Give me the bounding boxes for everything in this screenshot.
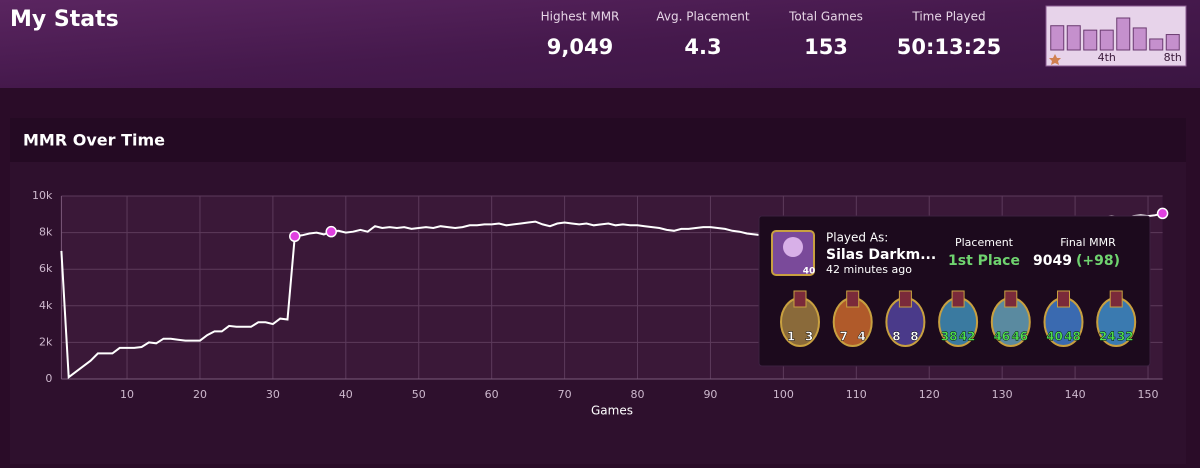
minion-attack: 40 <box>1046 330 1063 344</box>
hero-name: Silas Darkm... <box>826 247 936 263</box>
placement: 1st Place <box>948 253 1020 269</box>
x-tick-label: 40 <box>339 388 353 401</box>
minion-attack: 24 <box>1099 330 1116 344</box>
highlight-point <box>325 225 337 238</box>
tier-badge <box>1109 290 1123 308</box>
minion-health: 46 <box>1011 330 1028 344</box>
x-tick-label: 100 <box>773 388 794 401</box>
placement-bar <box>1083 29 1098 51</box>
y-tick-label: 2k <box>39 335 53 348</box>
x-tick-label: 150 <box>1138 388 1159 401</box>
y-tick-label: 4k <box>39 299 53 312</box>
stat-label: Avg. Placement <box>656 10 749 24</box>
mmr-change: (+98) <box>1076 253 1120 269</box>
stat-value: 9,049 <box>547 35 613 59</box>
tier-badge <box>1057 290 1070 308</box>
x-tick-label: 70 <box>558 388 572 401</box>
placement-bar <box>1050 25 1065 51</box>
placement-label: 8th <box>1164 51 1182 64</box>
x-tick-label: 60 <box>485 388 499 401</box>
minion-health: 4 <box>858 330 866 344</box>
tooltip: 40 Played As: Silas Darkm... 42 minutes … <box>758 215 1151 367</box>
final-mmr: 9049 <box>1033 253 1072 269</box>
stat-label: Time Played <box>911 10 985 24</box>
panel-header <box>10 118 1186 162</box>
star-icon <box>1049 54 1061 65</box>
placement-bar <box>1165 34 1180 51</box>
x-tick-label: 10 <box>120 388 134 401</box>
x-tick-label: 140 <box>1065 388 1086 401</box>
y-tick-label: 6k <box>39 262 53 275</box>
placement-bar <box>1132 27 1147 51</box>
final-mmr-label: Final MMR <box>1060 236 1116 249</box>
played-as-label: Played As: <box>826 231 888 245</box>
stat-value: 50:13:25 <box>897 35 1001 59</box>
minion-attack: 38 <box>941 330 958 344</box>
minion-health: 8 <box>910 330 918 344</box>
tier-badge <box>951 290 965 308</box>
placement-bar <box>1066 25 1081 51</box>
y-tick-label: 0 <box>45 372 52 385</box>
tier-badge <box>846 290 860 308</box>
x-tick-label: 80 <box>631 388 645 401</box>
stat-label: Total Games <box>788 10 863 24</box>
x-axis-title: Games <box>591 404 633 418</box>
minion-health: 42 <box>959 330 976 344</box>
x-tick-label: 50 <box>412 388 426 401</box>
minions: 1 3 7 4 8 8 38 42 46 46 40 48 24 32 <box>780 290 1137 347</box>
x-tick-label: 110 <box>846 388 867 401</box>
minion-attack: 46 <box>993 330 1010 344</box>
highlight-point <box>289 230 301 243</box>
stat-value: 153 <box>804 35 848 59</box>
panel-title: MMR Over Time <box>23 131 165 150</box>
highlight-point <box>1156 207 1169 220</box>
minion-attack: 1 <box>787 330 795 344</box>
x-tick-label: 30 <box>266 388 280 401</box>
minion-health: 48 <box>1064 330 1081 344</box>
tier-badge <box>793 290 807 308</box>
header-bg <box>0 0 1200 88</box>
stat-value: 4.3 <box>684 35 721 59</box>
y-tick-label: 8k <box>39 226 53 239</box>
hero-face <box>783 237 803 257</box>
tier-badge <box>1004 290 1018 308</box>
minion-health: 32 <box>1117 330 1134 344</box>
minion-health: 3 <box>805 330 813 344</box>
tier-badge <box>898 290 912 308</box>
hero-level: 40 <box>803 267 816 277</box>
minion-attack: 8 <box>892 330 900 344</box>
placement-label: Placement <box>955 236 1014 249</box>
stats: Highest MMR 9,049 Avg. Placement 4.3 Tot… <box>541 10 1002 60</box>
y-tick-label: 10k <box>32 189 53 202</box>
placement-bar <box>1116 17 1131 51</box>
placement-bar <box>1149 38 1164 51</box>
x-tick-label: 90 <box>703 388 717 401</box>
x-tick-label: 130 <box>992 388 1013 401</box>
placement-label: 4th <box>1098 51 1116 64</box>
x-tick-label: 120 <box>919 388 940 401</box>
minion-attack: 7 <box>840 330 848 344</box>
placement-bar <box>1099 29 1114 51</box>
stat-label: Highest MMR <box>541 10 620 24</box>
x-tick-label: 20 <box>193 388 207 401</box>
page-title: My Stats <box>10 7 119 32</box>
time-ago: 42 minutes ago <box>826 263 912 276</box>
placement-chart: 4th 8th <box>1050 17 1182 64</box>
